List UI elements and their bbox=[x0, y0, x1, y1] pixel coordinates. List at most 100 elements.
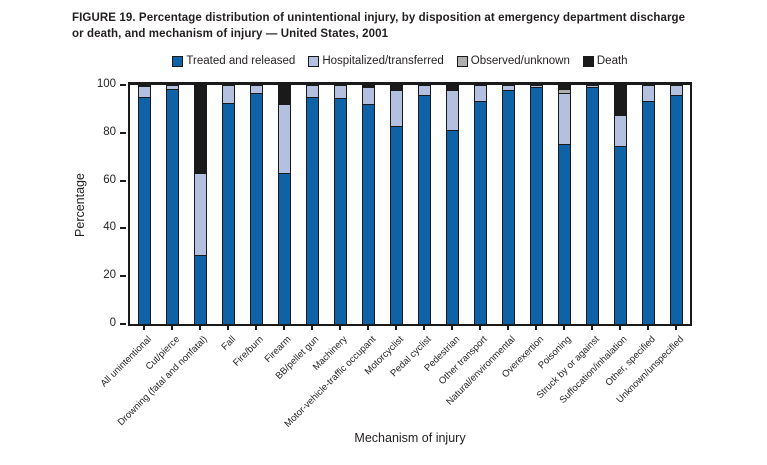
x-tick-mark bbox=[563, 326, 565, 330]
bar-segment-treated bbox=[557, 143, 571, 324]
x-tick-mark bbox=[647, 326, 649, 330]
bar-segment-hospitalized bbox=[529, 85, 543, 88]
legend-label: Treated and released bbox=[186, 55, 296, 67]
bar-segment-death bbox=[557, 85, 571, 89]
y-tick-mark bbox=[120, 84, 126, 86]
legend-swatch-death-icon bbox=[582, 55, 594, 67]
bar-segment-death bbox=[613, 85, 627, 115]
bar-segment-treated bbox=[277, 173, 291, 324]
x-tick-mark bbox=[255, 326, 257, 330]
bar-segment-treated bbox=[669, 94, 683, 324]
bar-segment-hospitalized bbox=[445, 89, 459, 131]
legend: Treated and released Hospitalized/transfe… bbox=[90, 55, 710, 67]
bar-segment-treated bbox=[585, 87, 599, 324]
bar-segment-treated bbox=[473, 100, 487, 324]
legend-swatch-treated-icon bbox=[172, 55, 184, 67]
bar-natural-environmental bbox=[501, 85, 515, 324]
x-tick-mark bbox=[395, 326, 397, 330]
y-tick-mark bbox=[120, 275, 126, 278]
legend-item-death: Death bbox=[582, 55, 628, 67]
bar-segment-hospitalized bbox=[193, 173, 207, 255]
y-tick-label: 40 bbox=[103, 221, 116, 234]
x-tick-mark bbox=[339, 326, 341, 330]
legend-item-hospitalized: Hospitalized/transferred bbox=[308, 55, 444, 67]
bar-machinery bbox=[333, 85, 347, 324]
y-tick-mark bbox=[120, 179, 126, 182]
bar-segment-death bbox=[361, 85, 375, 88]
x-tick-mark bbox=[199, 326, 201, 330]
bar-bb-pellet-gun bbox=[305, 85, 319, 324]
bar-segment-treated bbox=[193, 254, 207, 324]
x-tick-mark bbox=[479, 326, 481, 330]
bar-unknown-unspecified bbox=[669, 85, 683, 324]
bar-segment-hospitalized bbox=[333, 85, 347, 99]
y-tick-mark bbox=[120, 131, 126, 134]
bar-fire-burn bbox=[249, 85, 263, 324]
bar-segment-hospitalized bbox=[669, 85, 683, 95]
bar-segment-hospitalized bbox=[641, 85, 655, 101]
bar-firearm bbox=[277, 85, 291, 324]
bar-fall bbox=[221, 85, 235, 324]
bar-segment-treated bbox=[221, 102, 235, 324]
bar-segment-hospitalized bbox=[501, 85, 515, 90]
bar-segment-death bbox=[277, 85, 291, 105]
bar-segment-death bbox=[389, 85, 403, 90]
bar-segment-treated bbox=[529, 87, 543, 324]
x-tick-mark bbox=[367, 326, 369, 330]
bar-segment-hospitalized bbox=[165, 85, 179, 89]
bar-segment-treated bbox=[137, 96, 151, 324]
x-tick-mark bbox=[423, 326, 425, 330]
bar-pedal-cyclist bbox=[417, 85, 431, 324]
bar-suffocation-inhalation bbox=[613, 85, 627, 324]
bar-struck-by-or-against bbox=[585, 85, 599, 324]
bar-segment-treated bbox=[613, 145, 627, 324]
bar-drowning-fatal-and-nonfatal bbox=[193, 85, 207, 324]
bar-motor-vehicle-traffic-occupant bbox=[361, 85, 375, 324]
legend-label: Death bbox=[596, 55, 628, 67]
bar-other-specified bbox=[641, 85, 655, 324]
bar-overexertion bbox=[529, 85, 543, 324]
bar-segment-hospitalized bbox=[305, 85, 319, 97]
bar-segment-hospitalized bbox=[361, 87, 375, 105]
bars-container bbox=[130, 85, 690, 324]
bar-segment-hospitalized bbox=[473, 85, 487, 101]
bar-segment-hospitalized bbox=[389, 89, 403, 126]
bar-segment-hospitalized bbox=[249, 85, 263, 94]
y-tick-label: 60 bbox=[103, 173, 116, 186]
bar-segment-death bbox=[193, 85, 207, 174]
legend-swatch-hospitalized-icon bbox=[308, 55, 320, 67]
x-tick-mark bbox=[451, 326, 453, 330]
bar-segment-hospitalized bbox=[585, 85, 599, 88]
y-tick-label: 80 bbox=[103, 125, 116, 138]
legend-item-observed: Observed/unknown bbox=[456, 55, 570, 67]
bar-segment-treated bbox=[445, 130, 459, 324]
y-tick-mark bbox=[120, 227, 126, 230]
bar-segment-hospitalized bbox=[557, 93, 571, 144]
bar-segment-treated bbox=[417, 94, 431, 324]
bar-segment-hospitalized bbox=[417, 85, 431, 95]
legend-label: Observed/unknown bbox=[470, 55, 570, 67]
x-tick-mark bbox=[143, 326, 145, 330]
bar-segment-treated bbox=[249, 93, 263, 324]
bar-segment-treated bbox=[501, 89, 515, 324]
y-tick-label: 100 bbox=[96, 78, 116, 90]
x-tick-mark bbox=[171, 326, 173, 330]
x-tick-mark bbox=[591, 326, 593, 330]
bar-segment-observed bbox=[557, 88, 571, 94]
figure-title: FIGURE 19. Percentage distribution of un… bbox=[72, 12, 686, 40]
x-tick-mark bbox=[507, 326, 509, 330]
bar-motorcyclist bbox=[389, 85, 403, 324]
legend-item-treated: Treated and released bbox=[172, 55, 295, 67]
bar-segment-treated bbox=[305, 96, 319, 324]
bar-cut-pierce bbox=[165, 85, 179, 324]
x-tick-mark bbox=[619, 326, 621, 330]
y-tick-label: 0 bbox=[109, 317, 116, 329]
bar-segment-death bbox=[445, 85, 459, 90]
x-axis-title: Mechanism of injury bbox=[354, 431, 466, 445]
bar-segment-hospitalized bbox=[277, 104, 291, 174]
bar-segment-hospitalized bbox=[613, 114, 627, 146]
plot-area bbox=[128, 82, 692, 326]
bar-pedestrian bbox=[445, 85, 459, 324]
legend-swatch-observed-icon bbox=[456, 55, 468, 67]
